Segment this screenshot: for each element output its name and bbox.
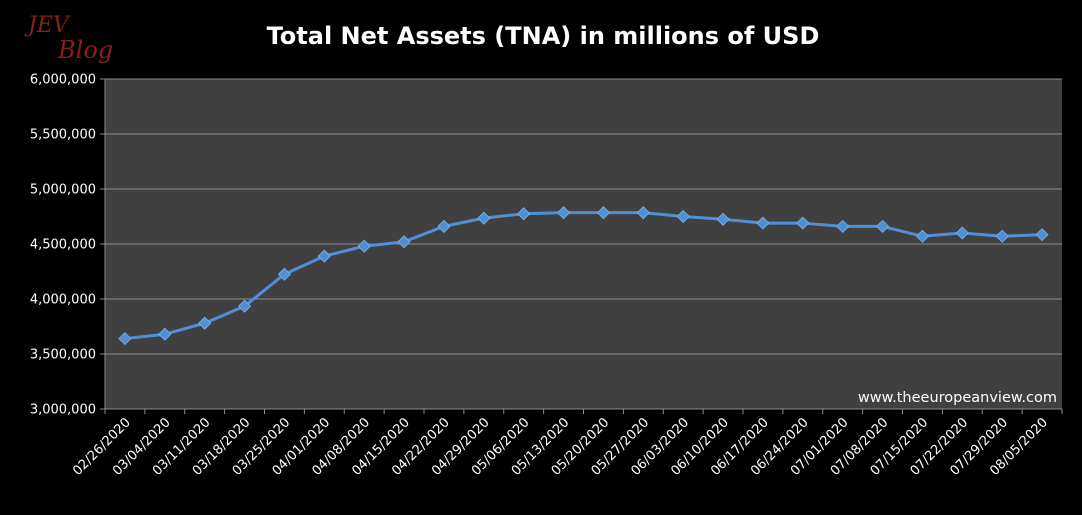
data-point-marker: [716, 212, 730, 226]
data-point-marker: [556, 206, 571, 220]
y-tick-label: 5,000,000: [30, 183, 96, 198]
data-point-marker: [397, 235, 411, 249]
data-point-marker: [118, 332, 132, 346]
data-point-marker: [596, 206, 611, 220]
y-tick-label: 6,000,000: [30, 73, 96, 88]
watermark-text: www.theeuropeanview.com: [858, 390, 1057, 406]
chart-title: Total Net Assets (TNA) in millions of US…: [267, 22, 820, 50]
data-point-marker: [357, 239, 371, 253]
series-line: [124, 211, 1043, 341]
y-tick-label: 5,500,000: [30, 128, 96, 143]
y-tick-label: 4,000,000: [30, 293, 96, 308]
data-point-marker: [517, 207, 531, 221]
data-point-marker: [237, 299, 252, 313]
logo-line2: Blog: [57, 36, 113, 64]
data-point-marker: [198, 316, 212, 330]
data-point-marker: [915, 229, 930, 243]
data-point-marker: [796, 216, 810, 230]
data-point-marker: [477, 211, 491, 225]
data-point-marker: [836, 219, 850, 233]
data-point-marker: [955, 226, 969, 240]
data-point-marker: [636, 206, 650, 220]
data-point-marker: [756, 216, 770, 230]
data-point-marker: [158, 327, 172, 341]
y-tick-label: 3,500,000: [30, 348, 96, 363]
y-axis: 3,000,000 3,500,000 4,000,000 4,500,000 5,00…: [30, 73, 106, 418]
blog-logo: JEV Blog: [24, 13, 113, 64]
y-tick-label: 3,000,000: [30, 403, 96, 418]
data-point-marker: [1035, 228, 1049, 242]
data-point-marker: [277, 267, 292, 281]
gridlines: [105, 78, 1062, 355]
data-point-marker: [437, 219, 451, 233]
data-point-marker: [875, 219, 890, 233]
series-tna: [118, 206, 1049, 346]
data-point-marker: [995, 229, 1009, 243]
data-point-marker: [317, 249, 331, 263]
y-tick-label: 4,500,000: [30, 238, 96, 253]
data-point-marker: [676, 209, 690, 224]
logo-line1: JEV: [24, 13, 71, 38]
